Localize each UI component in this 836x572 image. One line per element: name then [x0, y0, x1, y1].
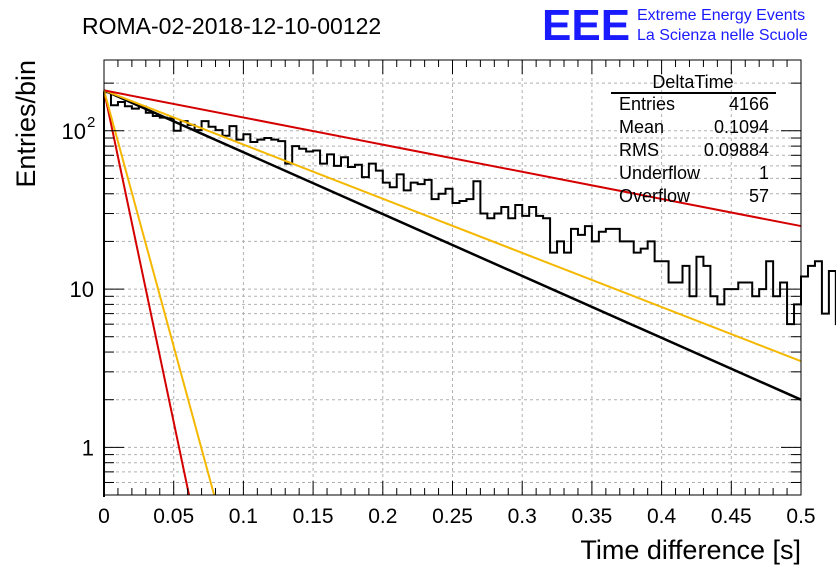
stats-value: 0.1094	[714, 117, 769, 137]
stats-label: Entries	[619, 94, 675, 114]
x-tick-label: 0.15	[293, 505, 334, 528]
x-axis-label: Time difference [s]	[580, 535, 801, 565]
x-tick-label: 0.5	[786, 505, 815, 528]
x-tick-label: 0	[98, 505, 110, 528]
y-tick-label: 1	[82, 435, 94, 460]
stats-value: 1	[759, 163, 769, 183]
stats-value: 57	[749, 186, 769, 206]
fit-lines	[103, 89, 802, 496]
eee-logo-text: EEE	[542, 1, 630, 50]
stats-box-title: DeltaTime	[652, 72, 733, 92]
stats-box: DeltaTime Entries 4166 Mean 0.1094 RMS 0.0988…	[611, 72, 776, 206]
logo-line-1: Extreme Energy Events	[637, 7, 805, 24]
fit-line-1	[103, 89, 802, 401]
stats-label: Mean	[619, 117, 664, 137]
fit-line-5	[103, 90, 216, 496]
stats-value: 0.09884	[704, 140, 769, 160]
y-tick-label: 10	[62, 119, 86, 144]
x-tick-label: 0.3	[508, 505, 537, 528]
x-tick-label: 0.25	[432, 505, 473, 528]
y-tick-label: 10	[70, 277, 94, 302]
fit-line-3	[103, 89, 802, 228]
histogram-step-line	[103, 91, 836, 497]
eee-logo: EEE Extreme Energy Events La Scienza nel…	[542, 1, 808, 50]
stats-rows: Entries 4166 Mean 0.1094 RMS 0.09884Underflow…	[619, 94, 769, 206]
axes: 0 0.05 0.1 0.15 0.2 0.25 0.3 0.35 0.4 0.45 0.5 1 10 1…	[62, 60, 816, 528]
x-tick-label: 0.35	[571, 505, 612, 528]
y-axis-label: Entries/bin	[11, 60, 41, 188]
y-tick-exponent: 2	[87, 114, 95, 131]
x-tick-label: 0.1	[229, 505, 258, 528]
fit-line-2	[103, 89, 802, 363]
stats-label: Overflow	[619, 186, 691, 206]
chart-title: ROMA-02-2018-12-10-00122	[82, 13, 381, 39]
stats-label: Underflow	[619, 163, 701, 183]
fit-line-4	[103, 90, 191, 496]
x-tick-label: 0.45	[711, 505, 752, 528]
x-tick-label: 0.2	[368, 505, 397, 528]
logo-line-2: La Scienza nelle Scuole	[637, 27, 808, 44]
stats-value: 4166	[729, 94, 769, 114]
stats-label: RMS	[619, 140, 659, 160]
x-tick-label: 0.05	[153, 505, 194, 528]
histogram	[103, 91, 836, 497]
x-tick-label: 0.4	[647, 505, 677, 528]
